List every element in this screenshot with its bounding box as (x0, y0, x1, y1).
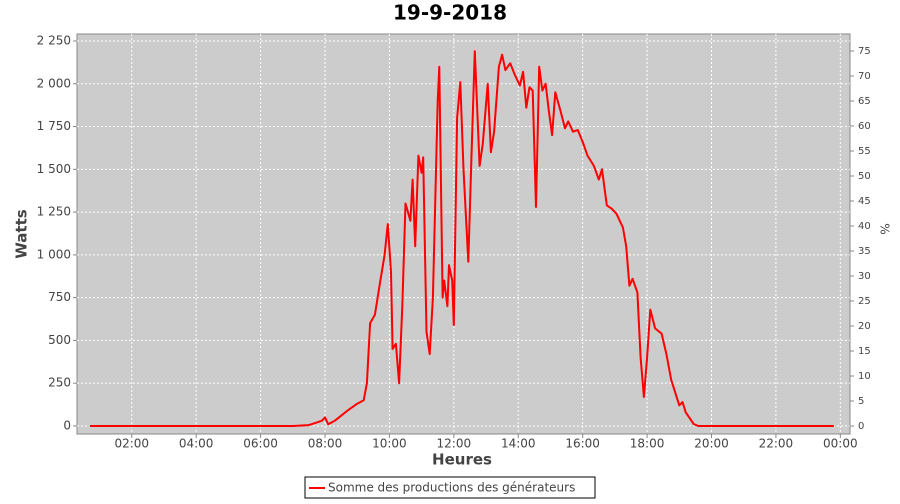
x-tick-label: 16:00 (565, 437, 600, 451)
plot-area (76, 33, 851, 435)
x-tick-label: 20:00 (694, 437, 729, 451)
legend-box (304, 476, 596, 499)
y2-tick-label: 15 (858, 346, 871, 357)
y-tick-label: 1 750 (37, 119, 71, 133)
x-tick-label: 12:00 (437, 437, 472, 451)
y2-axis-label: % (878, 223, 892, 234)
x-tick-label: 02:00 (114, 437, 149, 451)
chart-title: 19-9-2018 (393, 1, 507, 25)
legend: Somme des productions des générateurs (304, 476, 596, 499)
y2-tick-label: 30 (858, 271, 871, 282)
y2-tick-label: 50 (858, 171, 871, 182)
x-tick-label: 18:00 (630, 437, 665, 451)
y2-tick-label: 10 (858, 371, 871, 382)
x-tick-label: 08:00 (308, 437, 343, 451)
y2-tick-label: 5 (858, 396, 864, 407)
y2-tick-label: 35 (858, 246, 871, 257)
y-tick-label: 2 250 (37, 34, 71, 48)
x-tick-label: 22:00 (759, 437, 794, 451)
y2-tick-label: 45 (858, 196, 871, 207)
y-tick-label: 2 000 (37, 76, 71, 90)
y-tick-label: 500 (48, 333, 71, 347)
x-tick-label: 04:00 (179, 437, 214, 451)
y-tick-label: 1 500 (37, 162, 71, 176)
y2-tick-label: 20 (858, 321, 871, 332)
y2-tick-label: 40 (858, 221, 871, 232)
x-axis-label: Heures (432, 451, 492, 469)
y2-tick-label: 25 (858, 296, 871, 307)
x-tick-label: 06:00 (243, 437, 278, 451)
y-tick-label: 1 250 (37, 205, 71, 219)
data-line (89, 50, 834, 427)
y2-tick-label: 75 (858, 46, 871, 57)
y2-tick-label: 65 (858, 96, 871, 107)
x-tick-label: 10:00 (372, 437, 407, 451)
x-tick-label: 14:00 (501, 437, 536, 451)
y2-tick-label: 0 (858, 421, 864, 432)
y-tick-label: 250 (48, 376, 71, 390)
y-axis-label: Watts (13, 209, 31, 258)
legend-label: Somme des productions des générateurs (328, 481, 575, 495)
y2-tick-label: 55 (858, 146, 871, 157)
y2-tick-label: 60 (858, 121, 871, 132)
y2-tick-label: 70 (858, 71, 871, 82)
y-tick-label: 0 (63, 418, 71, 432)
y-tick-label: 1 000 (37, 247, 71, 261)
x-tick-label: 00:00 (823, 437, 858, 451)
y-tick-label: 750 (48, 290, 71, 304)
